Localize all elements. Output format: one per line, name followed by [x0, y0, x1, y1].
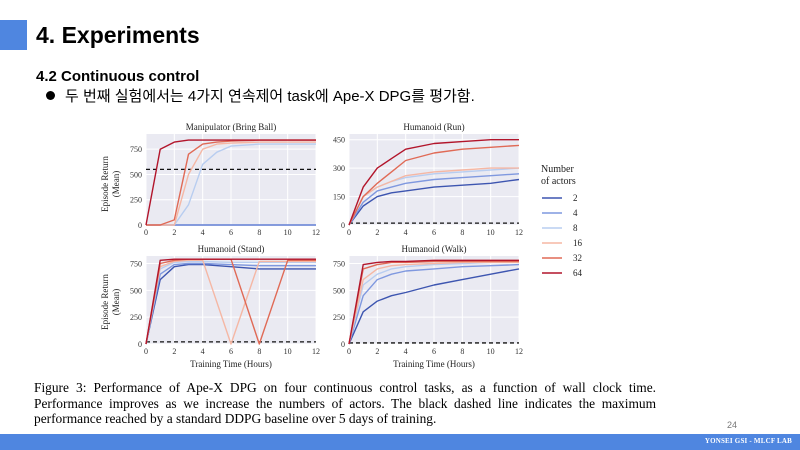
x-tick-label: 4	[404, 347, 408, 356]
series-line-2	[348, 178, 520, 226]
x-tick-label: 10	[284, 347, 292, 356]
y-tick-label: 450	[333, 136, 345, 145]
x-tick-label: 8	[460, 228, 464, 237]
x-tick-label: 0	[347, 228, 351, 237]
y-tick-label: 250	[130, 313, 142, 322]
y-tick-label: 150	[333, 193, 345, 202]
x-axis-label: Training Time (Hours)	[190, 359, 272, 369]
bullet-dot-icon	[46, 91, 55, 100]
x-tick-label: 8	[257, 347, 261, 356]
y-axis-label-line1: Episode Return	[100, 274, 110, 330]
x-tick-label: 12	[515, 228, 523, 237]
footer-bar	[0, 434, 800, 450]
y-tick-label: 500	[333, 286, 345, 295]
series-line-4	[348, 173, 520, 226]
series-line-64	[145, 139, 316, 226]
x-tick-label: 6	[229, 347, 233, 356]
panel-title: Manipulator (Bring Ball)	[186, 122, 276, 132]
y-tick-label: 0	[341, 340, 345, 349]
x-tick-label: 12	[312, 228, 320, 237]
x-tick-label: 10	[487, 347, 495, 356]
figure-caption: Figure 3: Performance of Ape-X DPG on fo…	[34, 380, 656, 426]
series-line-32	[348, 260, 519, 345]
panel-title: Humanoid (Walk)	[401, 244, 466, 254]
x-tick-label: 8	[460, 347, 464, 356]
x-tick-label: 2	[172, 347, 176, 356]
panel-title: Humanoid (Run)	[403, 122, 464, 132]
bullet-item: 두 번째 실험에서는 4가지 연속제어 task에 Ape-X DPG를 평가함…	[46, 87, 475, 107]
series-line-4	[145, 262, 316, 345]
x-tick-label: 10	[487, 228, 495, 237]
slide-title: 4. Experiments	[36, 22, 200, 48]
series-line-4	[348, 263, 520, 345]
series-line-64	[145, 258, 316, 345]
series-line-64	[348, 138, 519, 226]
y-tick-label: 750	[333, 260, 345, 269]
legend-label-32: 32	[573, 253, 582, 263]
x-tick-label: 0	[144, 228, 148, 237]
y-tick-label: 750	[130, 145, 142, 154]
x-tick-label: 2	[172, 228, 176, 237]
y-tick-label: 0	[138, 340, 142, 349]
x-tick-label: 6	[432, 347, 436, 356]
x-tick-label: 8	[257, 228, 261, 237]
title-accent-bar	[0, 20, 27, 50]
series-line-2	[348, 268, 520, 345]
panel-title: Humanoid (Stand)	[198, 244, 265, 254]
x-tick-label: 2	[375, 228, 379, 237]
series-line-64	[348, 259, 519, 345]
x-tick-label: 4	[201, 347, 205, 356]
x-tick-label: 12	[312, 347, 320, 356]
series-line-16	[348, 261, 519, 345]
y-axis-label-line2: (Mean)	[111, 289, 121, 316]
y-tick-label: 500	[130, 286, 142, 295]
x-tick-label: 6	[229, 228, 233, 237]
y-axis-label-line2: (Mean)	[111, 171, 121, 198]
y-tick-label: 750	[130, 260, 142, 269]
legend-label-8: 8	[573, 223, 578, 233]
x-tick-label: 0	[347, 347, 351, 356]
section-heading: 4.2 Continuous control	[36, 68, 200, 85]
footer-lab-name: YONSEI GSI - MLCF LAB	[704, 437, 792, 445]
y-tick-label: 250	[130, 196, 142, 205]
legend-label-16: 16	[573, 238, 583, 248]
x-tick-label: 6	[432, 228, 436, 237]
series-line-16	[145, 259, 316, 345]
x-tick-label: 10	[284, 228, 292, 237]
legend-title-line1: Number	[541, 164, 574, 175]
series-line-16	[146, 141, 316, 226]
y-axis-label-line1: Episode Return	[100, 156, 110, 212]
legend-label-64: 64	[573, 268, 583, 278]
x-tick-label: 4	[404, 228, 408, 237]
series-line-32	[348, 144, 520, 226]
bullet-text: 두 번째 실험에서는 4가지 연속제어 task에 Ape-X DPG를 평가함…	[65, 88, 475, 105]
figure-panels: 0 2 4 6 8 10 12 0 250 500 750 Manipulator (Bring Ba…	[100, 122, 583, 369]
x-tick-label: 12	[515, 347, 523, 356]
series-line-16	[348, 167, 519, 226]
legend-title-line2: of actors	[541, 176, 576, 187]
y-tick-label: 0	[341, 221, 345, 230]
y-tick-label: 500	[130, 170, 142, 179]
y-tick-label: 250	[333, 313, 345, 322]
legend-label-4: 4	[573, 208, 578, 218]
x-tick-label: 0	[144, 347, 148, 356]
x-tick-label: 4	[201, 228, 205, 237]
legend-label-2: 2	[573, 193, 578, 203]
page-number: 24	[727, 420, 738, 430]
y-tick-label: 0	[138, 221, 142, 230]
series-line-2	[145, 263, 316, 345]
x-tick-label: 2	[375, 347, 379, 356]
y-tick-label: 300	[333, 164, 345, 173]
x-axis-label: Training Time (Hours)	[393, 359, 475, 369]
